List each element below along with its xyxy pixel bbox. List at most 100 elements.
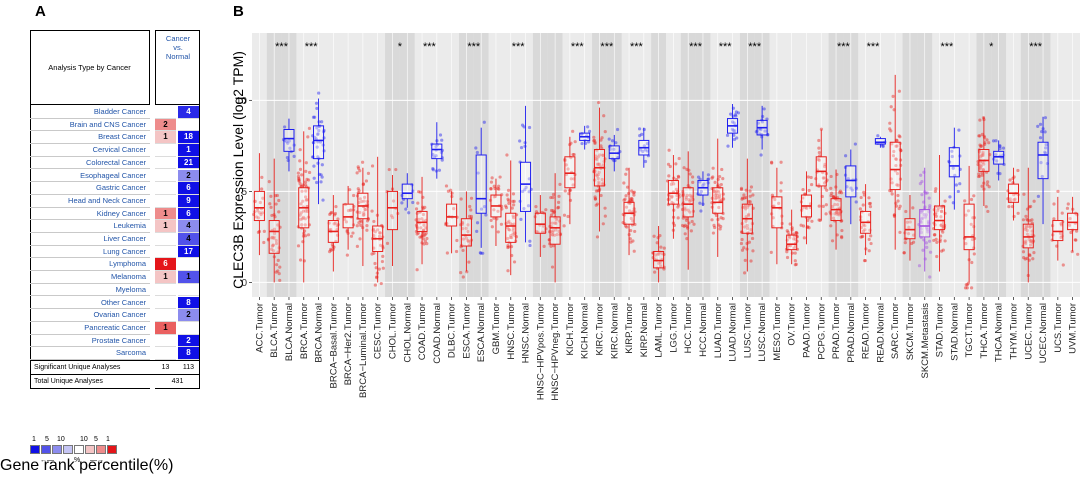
- overexpression-cell[interactable]: [155, 194, 176, 208]
- sample-point: [381, 266, 385, 270]
- underexpression-cell[interactable]: 4: [178, 106, 199, 119]
- iqr-box: [712, 187, 724, 214]
- cancer-type-label[interactable]: Brain and CNS Cancer: [30, 119, 150, 132]
- underexpression-cell[interactable]: 4: [178, 233, 199, 246]
- sample-point: [594, 189, 599, 193]
- overexpression-cell[interactable]: [155, 245, 176, 259]
- underexpression-cell[interactable]: 2: [178, 334, 199, 348]
- iqr-box: [253, 190, 265, 222]
- sample-point: [461, 226, 465, 231]
- sample-point: [260, 187, 264, 191]
- sample-point: [1032, 199, 1036, 203]
- overexpression-cell[interactable]: [155, 309, 176, 322]
- underexpression-cell[interactable]: [178, 283, 199, 297]
- cancer-type-label[interactable]: Leukemia: [30, 220, 150, 233]
- sample-point: [329, 210, 334, 215]
- overexpression-cell[interactable]: 1: [155, 131, 176, 145]
- sample-point: [863, 224, 867, 228]
- underexpression-cell[interactable]: 6: [178, 182, 199, 195]
- cancer-type-label[interactable]: Kidney Cancer: [30, 208, 150, 221]
- overexpression-cell[interactable]: [155, 169, 176, 183]
- cancer-type-label[interactable]: Bladder Cancer: [30, 106, 150, 119]
- cancer-type-label[interactable]: Melanoma: [30, 271, 150, 284]
- overexpression-cell[interactable]: 1: [155, 271, 176, 284]
- sample-point: [839, 191, 844, 195]
- sample-point: [362, 199, 366, 203]
- sample-point: [793, 263, 797, 267]
- underexpression-cell[interactable]: [178, 258, 199, 272]
- x-tick-label: BRCA−Luminal.Tumor: [358, 303, 369, 398]
- overexpression-cell[interactable]: [155, 334, 176, 348]
- overexpression-cell[interactable]: [155, 233, 176, 246]
- sample-point: [466, 239, 470, 243]
- overexpression-cell[interactable]: [155, 106, 176, 119]
- overexpression-cell[interactable]: [155, 156, 176, 170]
- overexpression-cell[interactable]: 2: [155, 118, 176, 132]
- underexpression-cell[interactable]: 4: [178, 220, 199, 233]
- sample-point: [714, 195, 718, 200]
- underexpression-cell[interactable]: 9: [178, 194, 199, 208]
- header-cancer-vs-normal: Cancer vs. Normal: [155, 30, 200, 105]
- sample-point: [927, 196, 931, 200]
- overexpression-cell[interactable]: [155, 283, 176, 297]
- underexpression-cell[interactable]: 8: [178, 296, 199, 310]
- sample-point: [792, 246, 796, 250]
- underexpression-cell[interactable]: 8: [178, 347, 199, 360]
- sample-point: [404, 207, 408, 211]
- sample-point: [670, 195, 674, 199]
- underexpression-cell[interactable]: 17: [178, 245, 199, 259]
- cancer-type-label[interactable]: Pancreatic Cancer: [30, 322, 150, 335]
- sample-point: [479, 251, 483, 255]
- underexpression-cell[interactable]: 6: [178, 207, 199, 221]
- underexpression-cell[interactable]: [178, 118, 199, 132]
- overexpression-cell[interactable]: [155, 144, 176, 157]
- underexpression-cell[interactable]: 18: [178, 131, 199, 145]
- cancer-type-label[interactable]: Ovarian Cancer: [30, 309, 150, 322]
- y-axis-label: CLEC3B Expression Level (log2 TPM): [230, 51, 246, 289]
- significance-label: ***: [305, 41, 319, 53]
- underexpression-cell[interactable]: [178, 321, 199, 335]
- cancer-type-label[interactable]: Sarcoma: [30, 347, 150, 360]
- cancer-type-label[interactable]: Head and Neck Cancer: [30, 195, 150, 208]
- sample-point: [551, 209, 555, 213]
- underexpression-cell[interactable]: 2: [178, 169, 199, 183]
- sample-point: [600, 136, 604, 140]
- overexpression-cell[interactable]: [155, 182, 176, 195]
- cancer-type-label[interactable]: Other Cancer: [30, 297, 150, 310]
- underexpression-cell[interactable]: 1: [178, 271, 199, 284]
- x-tick-label: KIRP.Normal: [639, 303, 650, 357]
- sample-point: [601, 222, 605, 226]
- cancer-type-label[interactable]: Liver Cancer: [30, 233, 150, 246]
- cancer-type-label[interactable]: Esophageal Cancer: [30, 170, 150, 183]
- sample-point: [957, 128, 961, 132]
- sample-point: [364, 179, 369, 183]
- overexpression-cell[interactable]: 1: [155, 220, 176, 233]
- overexpression-cell[interactable]: 6: [155, 258, 176, 272]
- table-row: Leukemia 1 4: [30, 220, 200, 234]
- cancer-type-label[interactable]: Myeloma: [30, 284, 150, 297]
- underexpression-cell[interactable]: 1: [178, 144, 199, 157]
- cancer-type-label[interactable]: Breast Cancer: [30, 131, 150, 145]
- sample-point: [302, 259, 306, 263]
- overexpression-cell[interactable]: [155, 296, 176, 310]
- overexpression-cell[interactable]: [155, 347, 176, 360]
- sample-point: [594, 154, 598, 158]
- cancer-type-label[interactable]: Lung Cancer: [30, 246, 150, 259]
- sample-point: [551, 195, 555, 200]
- sample-point: [415, 232, 419, 236]
- sample-point: [919, 173, 923, 177]
- underexpression-cell[interactable]: 2: [178, 309, 199, 322]
- underexpression-cell[interactable]: 21: [178, 156, 199, 170]
- sample-point: [732, 121, 736, 125]
- cancer-type-label[interactable]: Cervical Cancer: [30, 144, 150, 157]
- sample-point: [624, 172, 628, 176]
- cancer-type-label[interactable]: Prostate Cancer: [30, 335, 150, 348]
- cancer-type-label[interactable]: Gastric Cancer: [30, 182, 150, 195]
- cancer-type-label[interactable]: Colorectal Cancer: [30, 157, 150, 170]
- sample-point: [688, 193, 692, 197]
- sample-point: [898, 204, 902, 208]
- cancer-type-label[interactable]: Lymphoma: [30, 258, 150, 272]
- overexpression-cell[interactable]: 1: [155, 321, 176, 335]
- overexpression-cell[interactable]: 1: [155, 207, 176, 221]
- sample-point: [958, 182, 962, 186]
